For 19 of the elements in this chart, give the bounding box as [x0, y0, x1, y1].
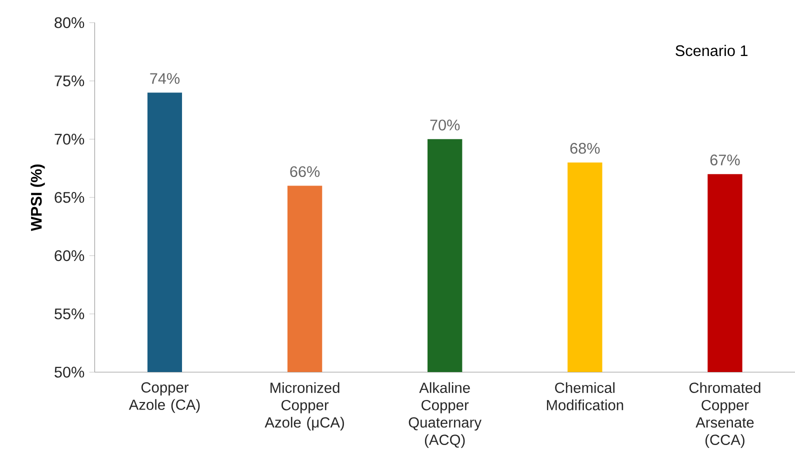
y-axis-title: WPSI (%) [30, 164, 45, 231]
y-tick-label: 75% [54, 75, 84, 86]
x-tick-label: Chromated Copper Arsenate (CCA) [689, 382, 760, 448]
y-tick-label: 80% [54, 17, 84, 28]
y-tick-label: 65% [54, 192, 84, 203]
x-tick-label: Chemical Modification [546, 382, 624, 410]
data-label: 66% [290, 166, 320, 177]
data-label: 68% [570, 142, 600, 154]
data-label: 70% [430, 120, 460, 130]
y-tick-label: 70% [54, 134, 84, 145]
data-label: 67% [710, 154, 740, 166]
y-tick-label: 50% [54, 366, 84, 378]
annotation: Scenario 1 [676, 44, 748, 56]
x-tick-label: Alkaline Copper Quaternary (ACQ) [408, 382, 482, 448]
x-tick-label: Copper Azole (CA) [128, 382, 200, 413]
y-tick-label: 55% [54, 308, 84, 320]
x-tick-label: Micronized Copper Azole (μCA) [264, 382, 344, 430]
data-label: 74% [150, 73, 180, 84]
y-tick-label: 60% [54, 250, 84, 261]
